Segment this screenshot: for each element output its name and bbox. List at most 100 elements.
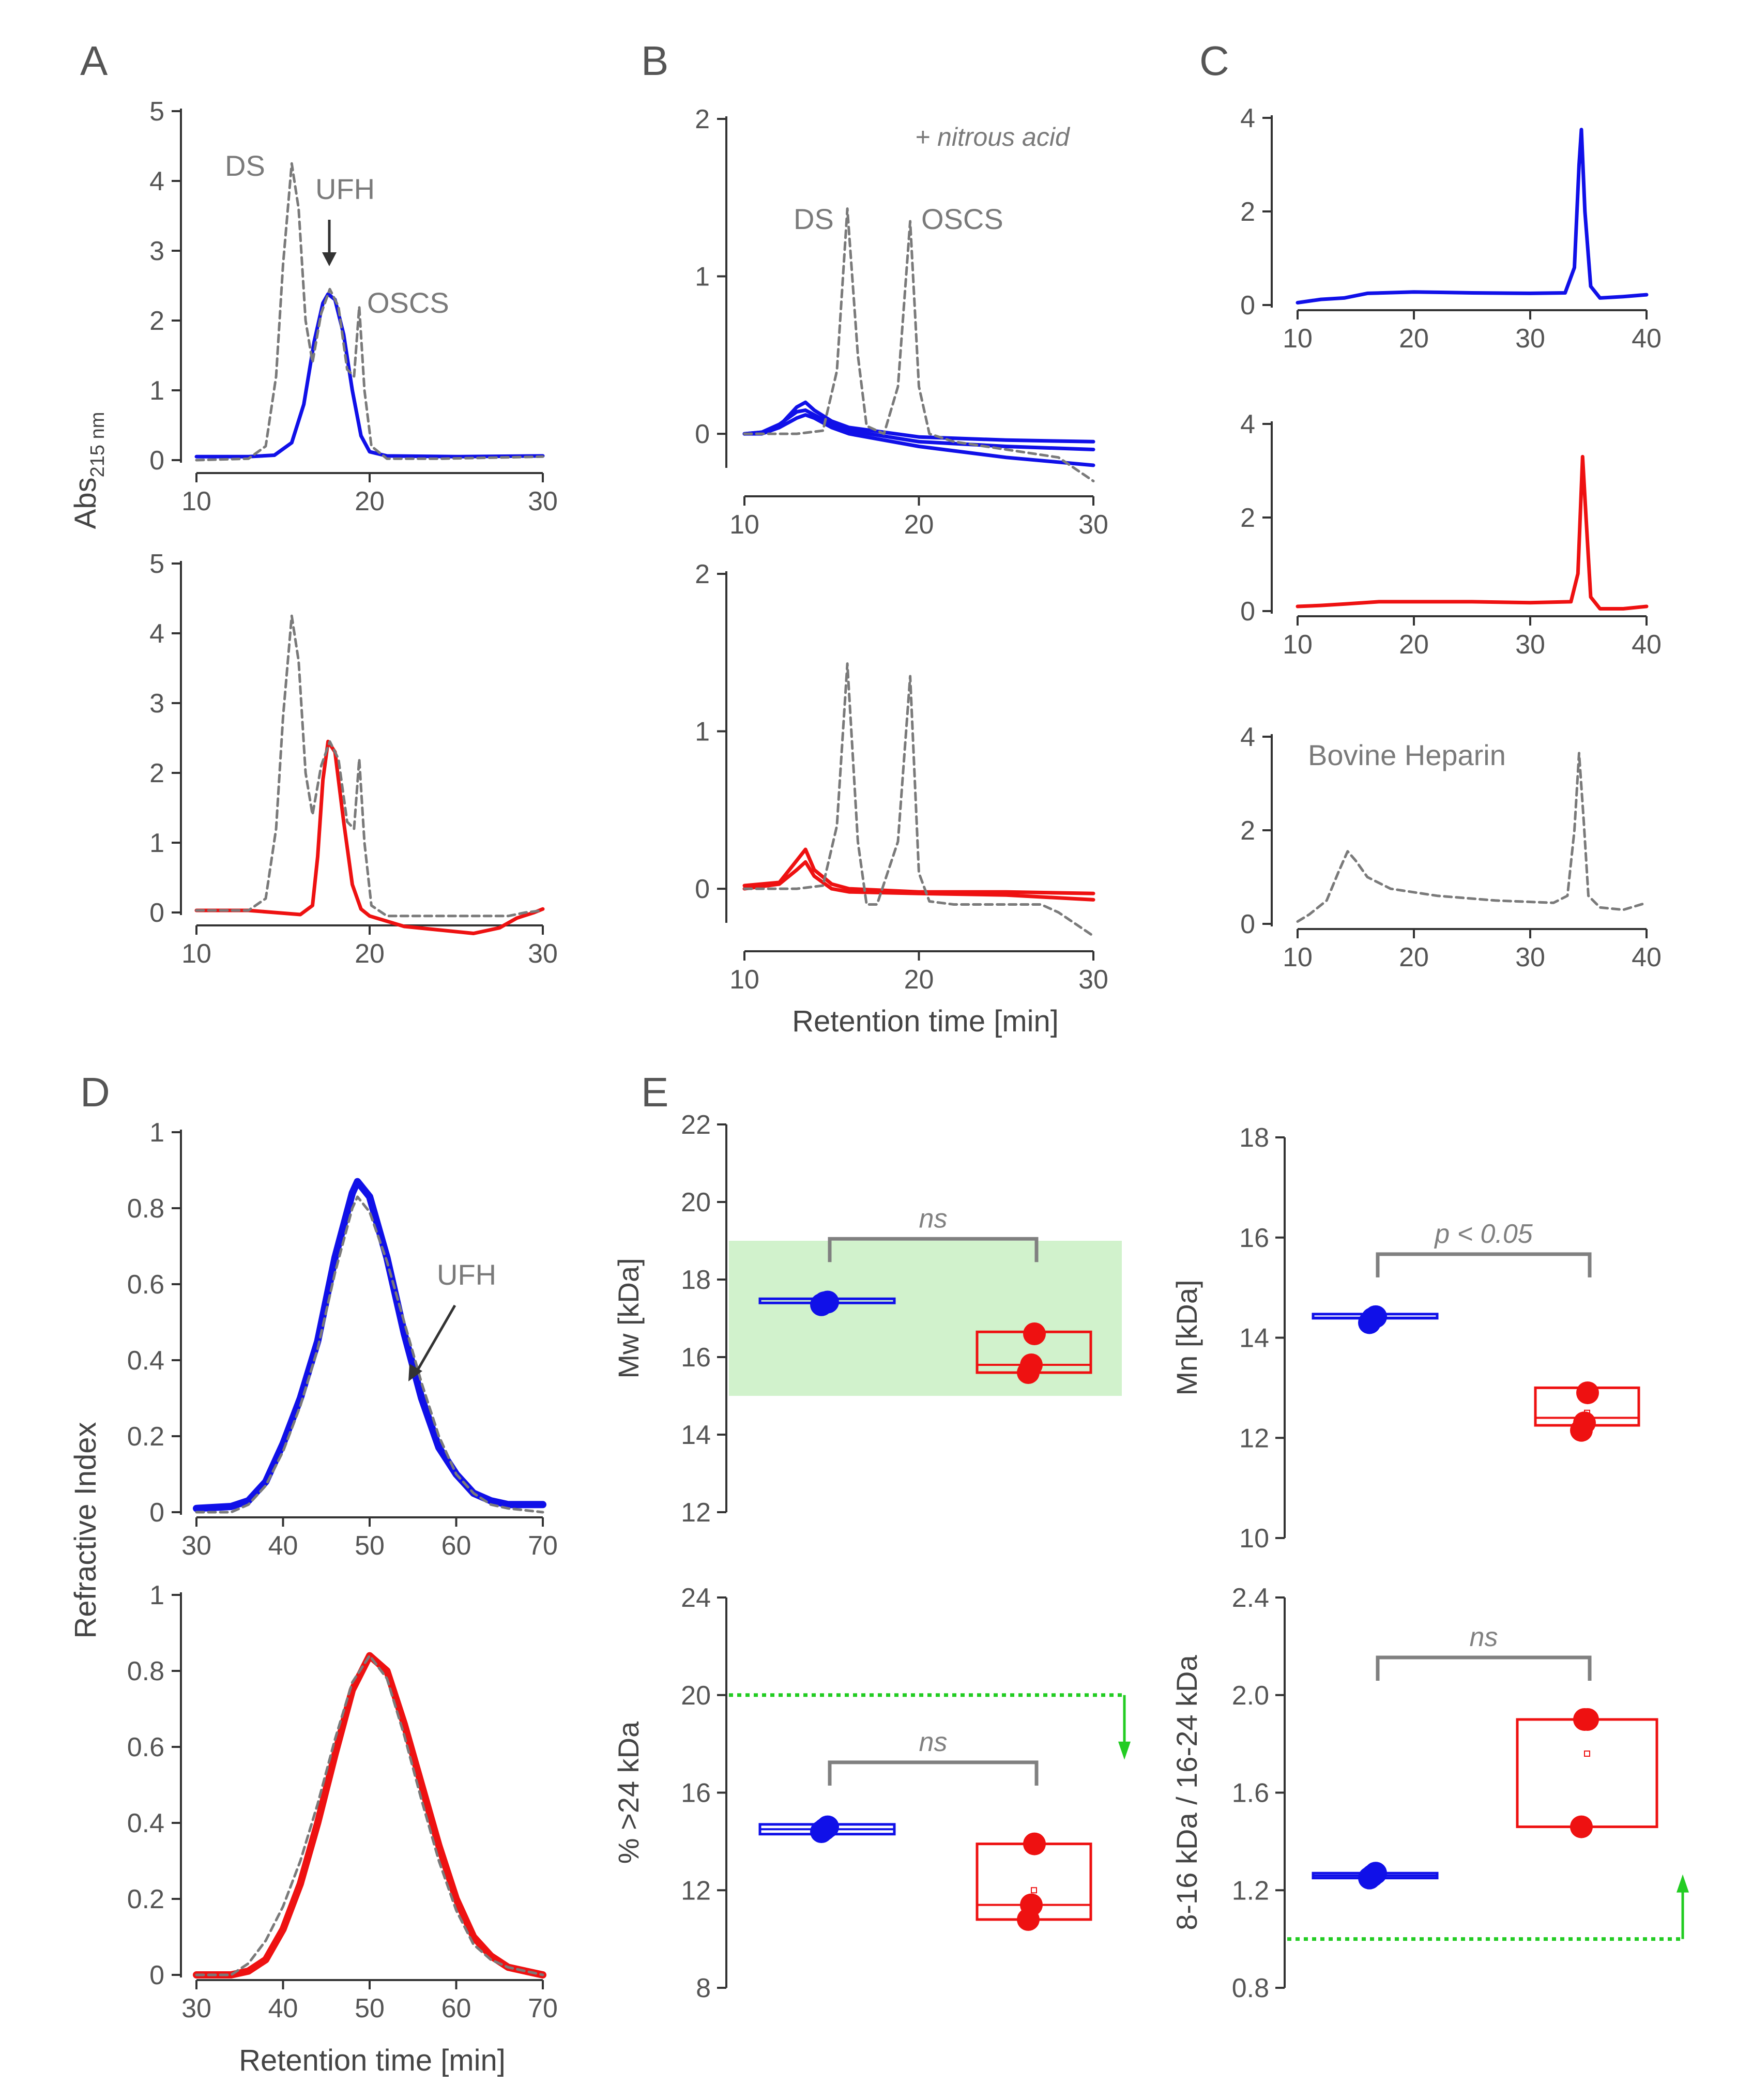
series-line-1 xyxy=(1296,752,1648,923)
significance-bracket xyxy=(828,1760,1039,1786)
x-tick-label: 30 xyxy=(1078,510,1108,540)
y-tick-label: 2 xyxy=(149,306,164,336)
series-line-1 xyxy=(1296,128,1649,305)
series-line-2 xyxy=(195,1654,544,1976)
y-tick-label: 0.4 xyxy=(127,1346,164,1376)
data-point-red xyxy=(1023,1322,1046,1345)
y-tick-label: 0 xyxy=(149,1498,164,1528)
chart-a-bottom: 0 1 2 3 4 5 10 20 30 xyxy=(149,549,558,969)
y-tick-label: 2 xyxy=(149,758,164,788)
y-tick-label: 14 xyxy=(1239,1323,1269,1353)
y-tick-label: 2.0 xyxy=(1232,1681,1269,1711)
y-axis-label: 8-16 kDa / 16-24 kDa xyxy=(1170,1655,1203,1930)
mean-marker-red xyxy=(1584,1751,1590,1757)
y-tick-label: 0.4 xyxy=(127,1808,164,1838)
annotation-oscs-a-top: OSCS xyxy=(367,286,449,319)
annotation-oscs-b-top: OSCS xyxy=(921,203,1003,235)
x-tick-label: 70 xyxy=(528,1531,558,1561)
y-tick-label: 2 xyxy=(695,559,710,589)
y-tick-label: 18 xyxy=(1239,1123,1269,1153)
significance-label: ns xyxy=(1470,1622,1498,1652)
x-tick-label: 10 xyxy=(181,486,211,516)
x-tick-label: 10 xyxy=(1283,630,1313,660)
x-tick-label: 30 xyxy=(181,1994,211,2023)
series-line-1 xyxy=(193,1652,546,1979)
chart-c-bottom: 0 2 4 10 20 30 40 xyxy=(1240,722,1662,972)
significance-label: p < 0.05 xyxy=(1434,1219,1533,1249)
chart-e-pct24: 8 12 16 20 24 % >24 kDa ns xyxy=(612,1583,1131,2003)
y-tick-label: 8 xyxy=(696,1973,711,2003)
y-tick-label: 12 xyxy=(681,1498,711,1528)
series-line-4 xyxy=(743,207,1095,482)
y-tick-label: 16 xyxy=(1239,1223,1269,1253)
y-tick-label: 0.8 xyxy=(1232,1973,1269,2003)
x-tick-label: 20 xyxy=(355,486,385,516)
y-tick-label: 0 xyxy=(695,419,710,449)
y-tick-label: 4 xyxy=(1240,103,1255,133)
x-tick-label: 30 xyxy=(528,486,558,516)
x-tick-label: 20 xyxy=(355,939,385,969)
mean-marker-red xyxy=(1031,1887,1037,1894)
data-point-blue xyxy=(816,1815,839,1838)
y-tick-label: 2 xyxy=(1240,816,1255,846)
significance-label: ns xyxy=(919,1727,948,1757)
x-tick-label: 70 xyxy=(528,1994,558,2023)
x-tick-label: 30 xyxy=(1515,324,1545,354)
y-tick-label: 2 xyxy=(1240,503,1255,533)
y-tick-label: 0 xyxy=(149,446,164,476)
y-tick-label: 16 xyxy=(681,1343,711,1373)
ufh-arrow-d xyxy=(408,1304,456,1381)
reference-range-band xyxy=(729,1241,1122,1396)
x-tick-label: 30 xyxy=(1078,965,1108,995)
y-tick-label: 0.8 xyxy=(127,1194,164,1224)
data-point-blue xyxy=(816,1290,839,1314)
chart-e-mw: 12 14 16 18 20 22 Mw [kDa] ns xyxy=(612,1110,1122,1528)
significance-bracket xyxy=(1376,1655,1592,1681)
series-line-1 xyxy=(194,739,545,935)
x-tick-label: 40 xyxy=(1632,630,1662,660)
x-tick-label: 10 xyxy=(1283,942,1313,972)
reference-arrow-head xyxy=(1677,1874,1689,1893)
chart-c-top: 0 2 4 10 20 30 40 xyxy=(1240,103,1662,354)
x-tick-label: 20 xyxy=(1399,942,1429,972)
absorbance-label-sub: 215 nm xyxy=(87,412,109,478)
y-tick-label: 1 xyxy=(149,1580,164,1610)
significance-bracket xyxy=(1376,1252,1592,1277)
y-tick-label: 2.4 xyxy=(1232,1583,1269,1613)
x-tick-label: 30 xyxy=(528,939,558,969)
y-tick-label: 22 xyxy=(681,1110,711,1140)
box-red xyxy=(1516,1718,1658,1829)
y-tick-label: 12 xyxy=(681,1876,711,1906)
x-tick-label: 40 xyxy=(268,1994,298,2023)
series-line-1 xyxy=(1296,454,1649,611)
annotation-ds-a-top: DS xyxy=(225,149,265,182)
data-point-red xyxy=(1570,1815,1593,1838)
panel-label-b: B xyxy=(641,38,668,84)
retention-time-label-b: Retention time [min] xyxy=(792,1005,1059,1038)
y-tick-label: 0 xyxy=(1240,291,1255,321)
x-tick-label: 20 xyxy=(904,965,934,995)
chart-d-bottom: 0 0.2 0.4 0.6 0.8 1 30 40 50 60 70 xyxy=(127,1580,558,2023)
y-axis-label: Mn [kDa] xyxy=(1170,1280,1203,1395)
x-tick-label: 10 xyxy=(181,939,211,969)
x-tick-label: 40 xyxy=(1632,324,1662,354)
y-tick-label: 4 xyxy=(1240,722,1255,752)
x-tick-label: 10 xyxy=(1283,324,1313,354)
x-tick-label: 30 xyxy=(1515,942,1545,972)
retention-time-label-d: Retention time [min] xyxy=(239,2044,506,2077)
y-tick-label: 0.8 xyxy=(127,1656,164,1686)
chart-d-top: 0 0.2 0.4 0.6 0.8 1 30 40 50 60 70 xyxy=(127,1118,558,1561)
significance-label: ns xyxy=(919,1204,948,1234)
y-tick-label: 1 xyxy=(149,828,164,858)
annotation-ufh-a-top: UFH xyxy=(315,173,375,205)
panel-label-c: C xyxy=(1199,38,1229,84)
data-point-red xyxy=(1020,1893,1043,1916)
panel-label-d: D xyxy=(80,1069,110,1115)
series-line-2 xyxy=(742,408,1095,451)
y-axis-label: Mw [kDa] xyxy=(612,1258,645,1378)
series-line-1 xyxy=(742,847,1095,895)
y-tick-label: 0 xyxy=(149,1960,164,1990)
series-line-2 xyxy=(742,860,1095,902)
y-tick-label: 0 xyxy=(1240,597,1255,627)
